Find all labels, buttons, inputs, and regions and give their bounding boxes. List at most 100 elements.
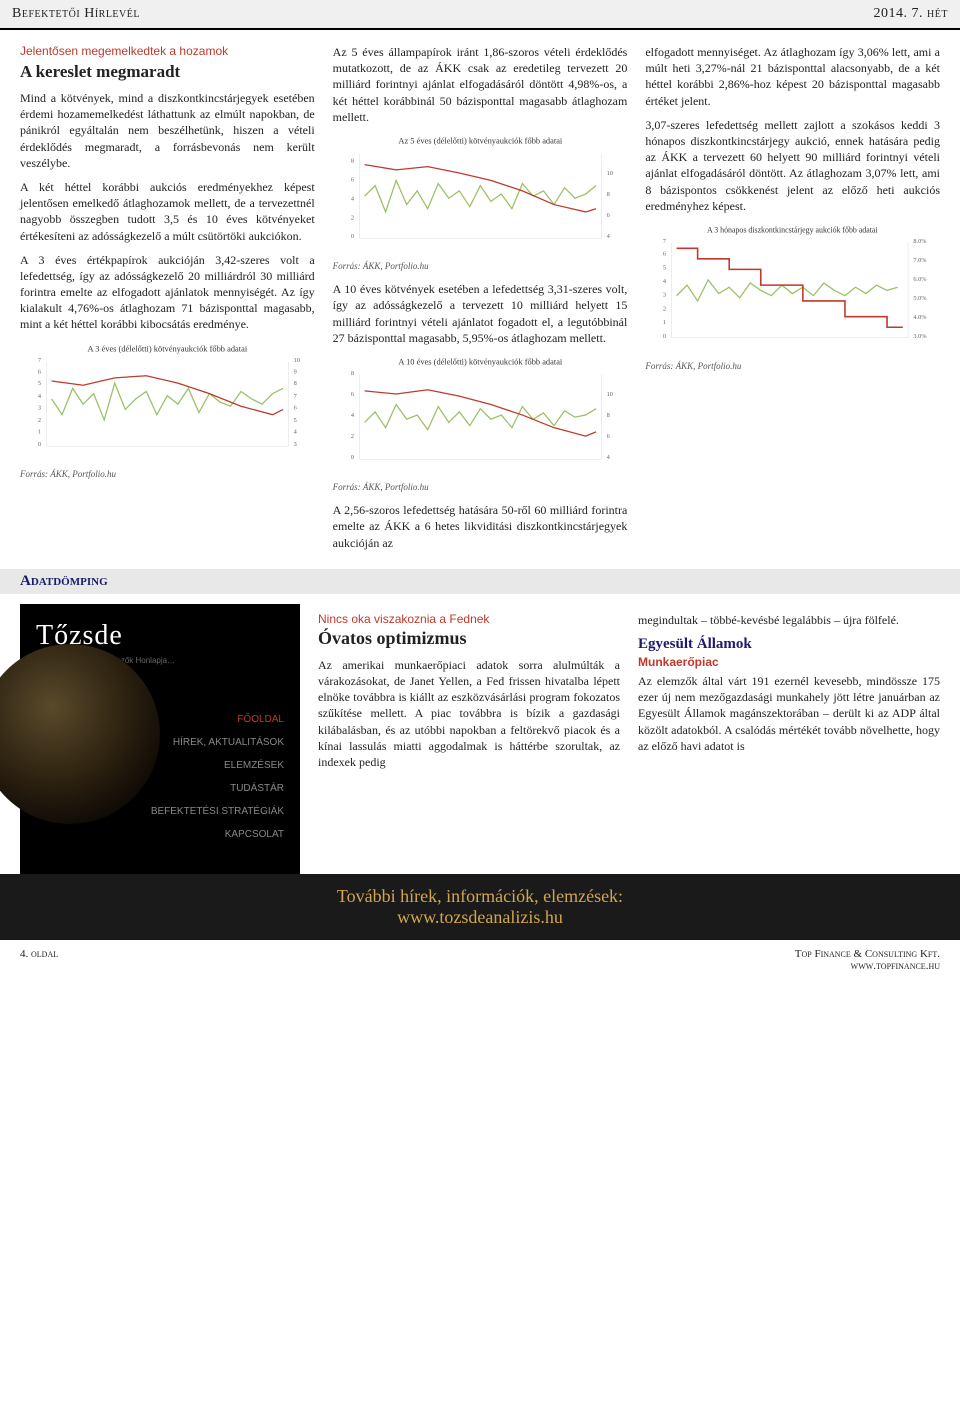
chart-3y-title: A 3 éves (délelőtti) kötvényaukciók főbb… (88, 344, 248, 353)
footer-right: Top Finance & Consulting Kft. www.topfin… (795, 948, 940, 972)
svg-text:10: 10 (606, 170, 612, 177)
main-columns: Jelentősen megemelkedtek a hozamok A ker… (0, 30, 960, 569)
svg-text:0: 0 (38, 441, 41, 448)
topic-head: Munkaerőpiac (638, 655, 940, 669)
svg-text:6: 6 (294, 404, 297, 411)
header-left: Befektetői Hírlevél (12, 6, 140, 22)
svg-text:6: 6 (606, 433, 609, 440)
footer-page: 4. oldal (20, 948, 58, 972)
chart-5y-title: Az 5 éves (délelőtti) kötvényaukciók főb… (398, 136, 563, 145)
article2-p2: megindultak – többé-kevésbé leg­alábbis … (638, 612, 940, 628)
svg-text:5: 5 (663, 264, 666, 271)
article1-p8: 3,07-szeres lefedettség mellett zajlott … (645, 117, 940, 214)
svg-text:5: 5 (294, 417, 297, 424)
svg-text:6: 6 (606, 212, 609, 219)
svg-text:3: 3 (294, 441, 297, 448)
chart-3m-title: A 3 hónapos diszkontkincstárjegy aukciók… (707, 225, 878, 234)
article2-kicker: Nincs oka viszakoznia a Fednek (318, 612, 620, 626)
chart-5y-source: Forrás: ÁKK, Portfolio.hu (333, 261, 628, 271)
chart-5y-line (364, 180, 596, 212)
svg-text:6: 6 (38, 368, 41, 375)
article1-p7: elfogadott mennyiséget. Az átlag­hozam í… (645, 44, 940, 109)
svg-text:4: 4 (606, 454, 610, 461)
footer-bar: 4. oldal Top Finance & Consulting Kft. w… (0, 940, 960, 986)
svg-text:2: 2 (663, 305, 666, 312)
menu-kapcsolat[interactable]: KAPCSOLAT (151, 829, 284, 840)
header-bar: Befektetői Hírlevél 2014. 7. hét (0, 0, 960, 30)
cta-link[interactable]: www.tozsdeanalizis.hu (397, 907, 563, 927)
menu-elemzesek[interactable]: ELEMZÉSEK (151, 760, 284, 771)
article1-p6: A 2,56-szoros lefedettség hatá­sára 50-r… (333, 502, 628, 551)
chart-10y: A 10 éves (délelőtti) kötvényaukciók főb… (333, 354, 628, 492)
lower-row: Tőzsde ANALÍZIS Az Elemzők Honlapja… FŐO… (0, 594, 960, 874)
svg-text:4: 4 (351, 195, 355, 202)
svg-text:1: 1 (663, 319, 666, 326)
chart-3m-step (677, 248, 903, 327)
article2-p3: Az elemzők által várt 191 ezernél kevese… (638, 673, 940, 754)
chart-10y-avg (364, 390, 596, 436)
footer-url: www.topfinance.hu (795, 960, 940, 972)
svg-text:6: 6 (351, 391, 354, 398)
chart-10y-title: A 10 éves (délelőtti) kötvényaukciók főb… (398, 357, 563, 366)
svg-text:7.0%: 7.0% (914, 257, 928, 264)
svg-text:4.0%: 4.0% (914, 314, 928, 321)
tozsde-promo[interactable]: Tőzsde ANALÍZIS Az Elemzők Honlapja… FŐO… (20, 604, 300, 874)
svg-text:4: 4 (606, 233, 610, 240)
lower-text: Nincs oka viszakoznia a Fednek Óvatos op… (318, 604, 940, 874)
svg-text:4: 4 (38, 392, 42, 399)
chart-10y-line (364, 404, 596, 429)
svg-text:5: 5 (38, 380, 41, 387)
svg-text:7: 7 (294, 392, 297, 399)
svg-text:6.0%: 6.0% (914, 276, 928, 283)
article1-p1: Mind a kötvények, mind a diszkontkincstá… (20, 90, 315, 171)
chart-10y-source: Forrás: ÁKK, Portfolio.hu (333, 482, 628, 492)
svg-text:8: 8 (606, 412, 609, 419)
svg-text:8.0%: 8.0% (914, 238, 928, 245)
svg-text:0: 0 (663, 333, 666, 340)
svg-text:3: 3 (38, 404, 41, 411)
article1-p4: Az 5 éves állampapírok iránt 1,86-szoros… (333, 44, 628, 125)
svg-text:8: 8 (351, 370, 354, 377)
section-adatdomping: Adatdömping (20, 573, 108, 589)
svg-text:4: 4 (351, 412, 355, 419)
column-2: Az 5 éves állampapírok iránt 1,86-szoros… (333, 44, 628, 559)
chart-3m-line (677, 280, 898, 301)
svg-text:7: 7 (38, 357, 41, 364)
lower-col-1: Nincs oka viszakoznia a Fednek Óvatos op… (318, 612, 620, 874)
menu-fooldal[interactable]: FŐOLDAL (151, 714, 284, 725)
svg-text:7: 7 (663, 238, 666, 245)
menu-strategiak[interactable]: BEFEKTETÉSI STRATÉGIÁK (151, 806, 284, 817)
country-head: Egyesült Államok (638, 636, 940, 653)
chart-3y: A 3 éves (délelőtti) kötvényaukciók főbb… (20, 341, 315, 479)
article2-p1: Az amerikai munkaerőpiaci ada­tok sorra … (318, 657, 620, 770)
article1-p3: A 3 éves értékpapírok aukcióján 3,42-sze… (20, 252, 315, 333)
cta-line1: További hírek, információk, elemzések: (12, 886, 948, 907)
menu-hirek[interactable]: HÍREK, AKTUALITÁSOK (151, 737, 284, 748)
section-bar: Adatdömping (0, 569, 960, 594)
tozsde-menu: FŐOLDAL HÍREK, AKTUALITÁSOK ELEMZÉSEK TU… (151, 714, 284, 852)
article1-p5: A 10 éves kötvények esetében a lefedetts… (333, 281, 628, 346)
svg-text:6: 6 (663, 251, 666, 258)
svg-text:4: 4 (294, 428, 298, 435)
svg-text:2: 2 (351, 433, 354, 440)
column-1: Jelentősen megemelkedtek a hozamok A ker… (20, 44, 315, 559)
chart-3y-line (52, 383, 284, 420)
header-right: 2014. 7. hét (874, 6, 948, 22)
svg-text:0: 0 (351, 233, 354, 240)
svg-text:10: 10 (606, 391, 612, 398)
svg-text:8: 8 (606, 191, 609, 198)
svg-text:3.0%: 3.0% (914, 333, 928, 340)
cta-banner[interactable]: További hírek, információk, elemzések: w… (0, 874, 960, 940)
menu-tudastar[interactable]: TUDÁSTÁR (151, 783, 284, 794)
svg-text:9: 9 (294, 368, 297, 375)
svg-text:5.0%: 5.0% (914, 295, 928, 302)
svg-text:2: 2 (38, 417, 41, 424)
svg-text:4: 4 (663, 278, 667, 285)
globe-graphic (0, 644, 160, 824)
article2-title: Óvatos optimizmus (318, 628, 620, 649)
footer-company: Top Finance & Consulting Kft. (795, 948, 940, 960)
svg-text:2: 2 (351, 214, 354, 221)
chart-3m-source: Forrás: ÁKK, Portfolio.hu (645, 361, 940, 371)
chart-3m: A 3 hónapos diszkontkincstárjegy aukciók… (645, 222, 940, 371)
lower-col-2: megindultak – többé-kevésbé leg­alábbis … (638, 612, 940, 874)
